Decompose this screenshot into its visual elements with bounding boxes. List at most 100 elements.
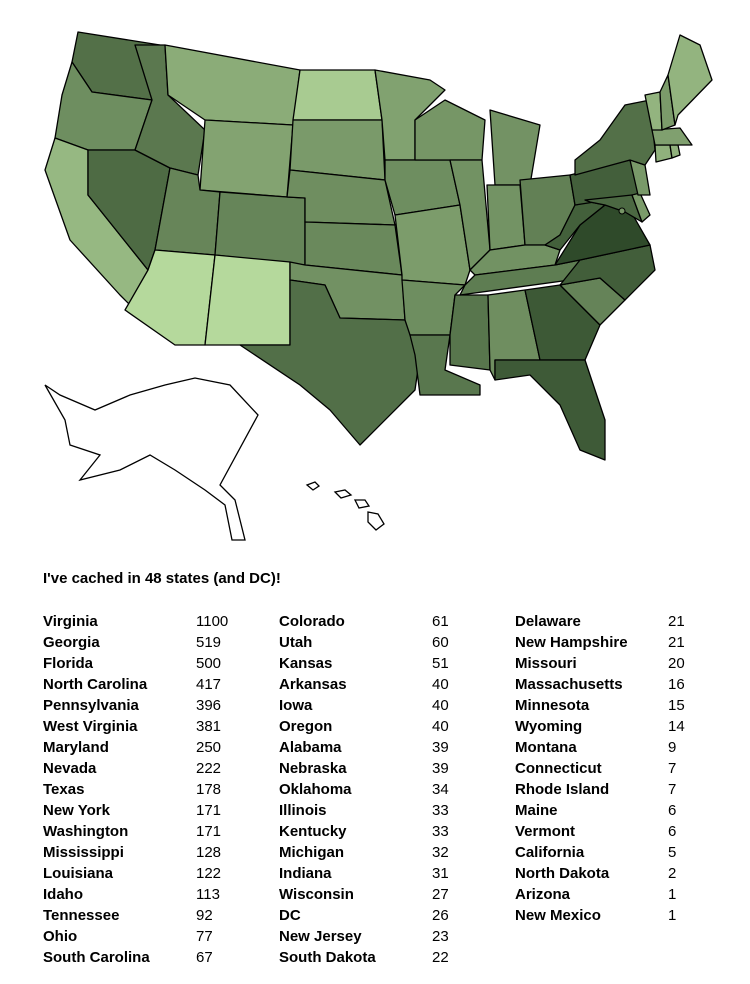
state-name: Indiana <box>279 865 332 882</box>
state-count: 21 <box>668 613 685 630</box>
state <box>409 334 481 396</box>
state-name: North Carolina <box>43 676 148 693</box>
state-name: DC <box>279 907 301 924</box>
state-name: Nebraska <box>279 760 347 777</box>
state <box>494 359 606 461</box>
state-count: 417 <box>196 676 222 693</box>
state-name: Idaho <box>43 886 83 903</box>
state-count: 178 <box>196 781 222 798</box>
state <box>524 284 601 361</box>
state-count: 34 <box>432 781 449 798</box>
state-count: 51 <box>432 655 449 672</box>
state-count: 396 <box>196 697 222 714</box>
state <box>618 207 626 215</box>
state-name: Pennsylvania <box>43 697 139 714</box>
state-name: Massachusetts <box>515 676 623 693</box>
state-name: Louisiana <box>43 865 114 882</box>
state <box>654 144 673 163</box>
state-name: Oklahoma <box>279 781 352 798</box>
state-name: North Dakota <box>515 865 610 882</box>
state-count: 113 <box>196 886 220 903</box>
state-name: Nevada <box>43 760 97 777</box>
hawaii <box>305 481 385 531</box>
state-name: Minnesota <box>515 697 590 714</box>
state-name: California <box>515 844 585 861</box>
state-name: Wisconsin <box>279 886 354 903</box>
state <box>394 204 471 286</box>
state-name: Virginia <box>43 613 98 630</box>
state <box>574 99 656 176</box>
state-name: Montana <box>515 739 577 756</box>
state <box>651 127 693 146</box>
state-name: Michigan <box>279 844 345 861</box>
state-count: 40 <box>432 718 449 735</box>
state-count: 26 <box>432 907 449 924</box>
state-count: 14 <box>668 718 685 735</box>
state-count: 1 <box>668 886 677 903</box>
state-count: 122 <box>196 865 222 882</box>
state-count: 7 <box>668 781 677 798</box>
state-count: 7 <box>668 760 677 777</box>
state-count: 9 <box>668 739 677 756</box>
state-name: Rhode Island <box>515 781 610 798</box>
title: I've cached in 48 states (and DC)! <box>43 570 281 587</box>
state-count: 20 <box>668 655 685 672</box>
state-count: 500 <box>196 655 222 672</box>
state-count: 40 <box>432 676 449 693</box>
state-count: 67 <box>196 949 213 966</box>
state-count: 39 <box>432 739 449 756</box>
state-count: 6 <box>668 823 677 840</box>
state-count: 5 <box>668 844 677 861</box>
state-name: Ohio <box>43 928 78 945</box>
state-name: Iowa <box>279 697 313 714</box>
state-name: South Carolina <box>43 949 150 966</box>
state-name: New Mexico <box>515 907 601 924</box>
alaska <box>44 377 259 541</box>
state <box>667 34 713 126</box>
state-name: Illinois <box>279 802 327 819</box>
state-count: 31 <box>432 865 449 882</box>
state-name: Utah <box>279 634 313 651</box>
state-name: Missouri <box>515 655 577 672</box>
state-name: Arizona <box>515 886 571 903</box>
state-name: Maine <box>515 802 558 819</box>
state <box>204 254 291 346</box>
state-count: 60 <box>432 634 449 651</box>
state-count: 22 <box>432 949 449 966</box>
state-name: New Hampshire <box>515 634 628 651</box>
state-count: 222 <box>196 760 222 777</box>
state-name: Texas <box>43 781 85 798</box>
state <box>239 279 421 446</box>
state-count: 171 <box>196 802 222 819</box>
state-count: 21 <box>668 634 685 651</box>
state-count: 519 <box>196 634 222 651</box>
state-name: Tennessee <box>43 907 120 924</box>
state-count: 128 <box>196 844 222 861</box>
state-count: 1100 <box>196 613 229 630</box>
state <box>199 119 294 198</box>
state-name: West Virginia <box>43 718 138 735</box>
state-count: 1 <box>668 907 677 924</box>
state-name: Wyoming <box>515 718 583 735</box>
state-name: New York <box>43 802 110 819</box>
map <box>44 31 713 541</box>
state-count: 6 <box>668 802 677 819</box>
state-name: New Jersey <box>279 928 362 945</box>
state-name: Alabama <box>279 739 342 756</box>
state-count: 61 <box>432 613 449 630</box>
state-name: Mississippi <box>43 844 124 861</box>
state-name: Delaware <box>515 613 581 630</box>
state-count: 16 <box>668 676 685 693</box>
state <box>486 184 526 251</box>
state-count: 77 <box>196 928 213 945</box>
state-name: Connecticut <box>515 760 602 777</box>
state-name: Oregon <box>279 718 333 735</box>
state <box>489 109 541 186</box>
state-count: 250 <box>196 739 222 756</box>
state <box>214 191 306 266</box>
state-count: 40 <box>432 697 449 714</box>
state-count: 32 <box>432 844 449 861</box>
state-name: Colorado <box>279 613 345 630</box>
state-count: 2 <box>668 865 677 882</box>
